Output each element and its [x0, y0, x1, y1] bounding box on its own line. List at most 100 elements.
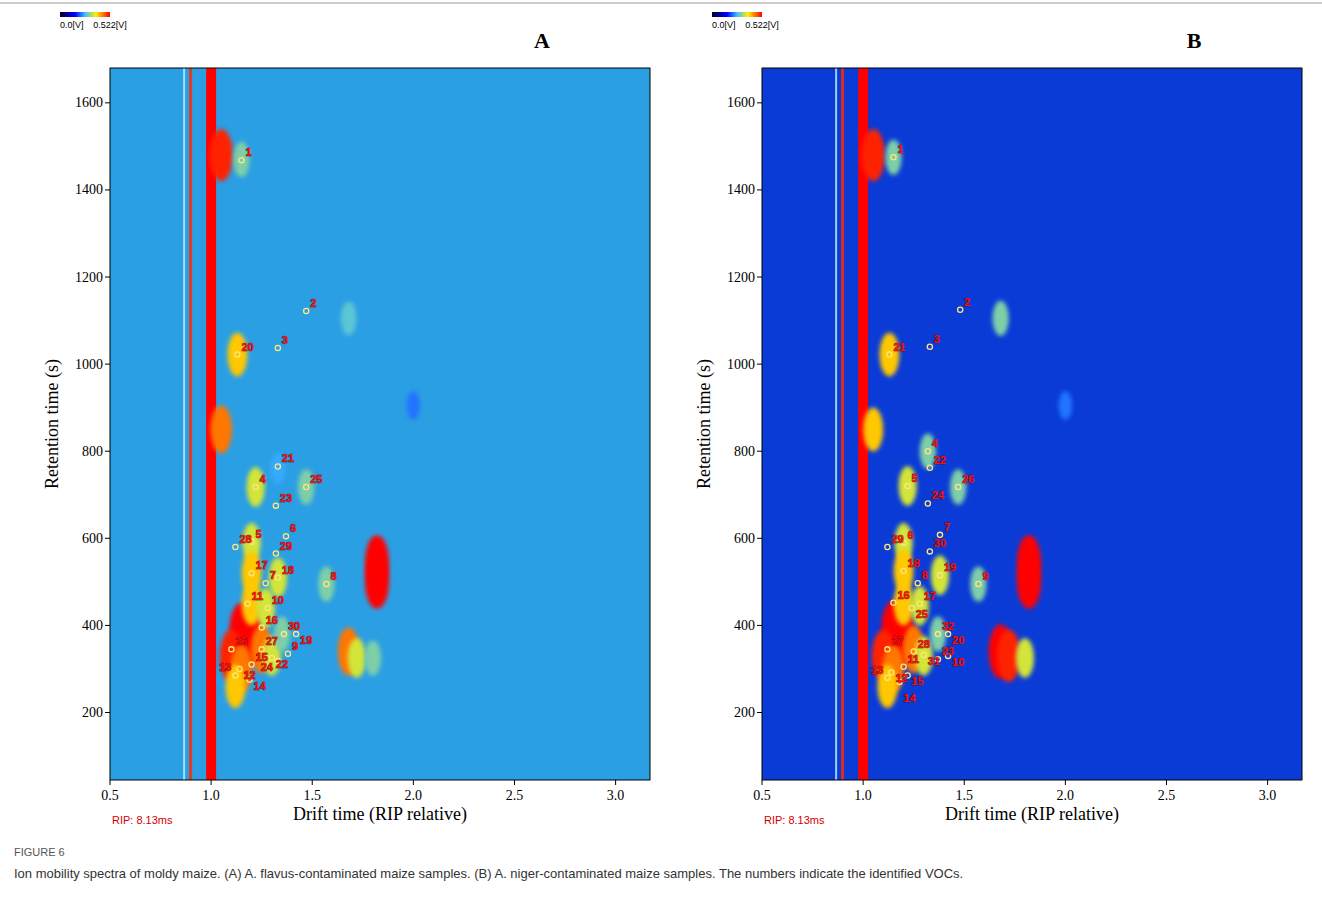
peak-label: 24	[932, 489, 945, 501]
peak-marker	[283, 534, 288, 539]
x-tick-label: 0.5	[101, 788, 119, 803]
rip-shoulder	[189, 68, 192, 780]
peak-label: 9	[982, 570, 988, 582]
y-tick-label: 1200	[75, 270, 103, 285]
signal-spot	[992, 301, 1008, 336]
peak-label: 4	[260, 473, 267, 485]
y-tick	[105, 102, 110, 103]
y-axis-title: Retention time (s)	[42, 359, 63, 489]
y-tick-label: 600	[734, 531, 755, 546]
peak-marker	[901, 664, 906, 669]
signal-spot	[1059, 391, 1073, 420]
y-tick-label: 1200	[727, 270, 755, 285]
peak-label: 11	[252, 590, 264, 602]
peak-label: 2	[964, 296, 970, 308]
peak-label: 7	[270, 569, 276, 581]
signal-spot	[407, 391, 421, 420]
rip-shoulder	[841, 68, 844, 780]
peak-marker	[281, 632, 286, 637]
peak-marker	[956, 484, 961, 489]
peak-label: 3	[282, 334, 288, 346]
peak-marker	[891, 600, 896, 605]
plot-frame	[762, 68, 1302, 780]
peak-marker	[233, 544, 238, 549]
peak-marker	[901, 568, 906, 573]
y-tick	[105, 364, 110, 365]
signal-spot	[210, 405, 232, 453]
signal-spot	[1016, 638, 1034, 678]
peak-marker	[921, 652, 926, 657]
peak-label: 13	[219, 661, 231, 673]
peak-label: 27	[891, 635, 903, 647]
peak-label: 19	[944, 561, 956, 573]
peak-label: 9	[292, 640, 298, 652]
peak-marker	[285, 651, 290, 656]
annotation: RIP: 8.13ms	[112, 814, 173, 826]
colorbar-label: 0.522[V]	[93, 20, 127, 30]
rip-edge	[183, 68, 185, 780]
plot-area	[762, 68, 1302, 780]
peak-marker	[927, 465, 932, 470]
peak-label: 3	[934, 333, 940, 345]
peak-marker	[249, 662, 254, 667]
peak-label: 10	[272, 594, 284, 606]
peak-label: 10	[952, 656, 964, 668]
x-axis-title: Drift time (RIP relative)	[945, 804, 1119, 825]
peak-label: 20	[241, 341, 253, 353]
peak-label: 15	[912, 675, 924, 687]
x-tick-label: 1.0	[854, 788, 872, 803]
peak-label: 31	[928, 655, 940, 667]
peak-label: 7	[944, 521, 950, 533]
peak-labels: 1232021425236528291718781110163019262792…	[219, 146, 336, 692]
peak-label: 26	[962, 473, 974, 485]
y-tick	[757, 364, 762, 365]
peak-label: 29	[891, 533, 903, 545]
top-rule	[0, 3, 1322, 4]
peak-label: 13	[871, 664, 883, 676]
y-tick-label: 1400	[75, 182, 103, 197]
peak-marker	[293, 632, 298, 637]
peak-marker	[304, 484, 309, 489]
peak-marker	[958, 307, 963, 312]
y-tick-label: 600	[82, 531, 103, 546]
y-tick	[757, 451, 762, 452]
peak-marker	[265, 605, 270, 610]
peak-marker	[239, 158, 244, 163]
x-tick	[1166, 780, 1167, 785]
peak-label: 19	[300, 634, 312, 646]
peak-label: 1	[245, 146, 251, 158]
peak-label: 1	[897, 143, 903, 155]
peak-label: 17	[924, 590, 936, 602]
peak-marker	[925, 449, 930, 454]
y-tick-label: 200	[734, 705, 755, 720]
panel-title: B	[1187, 28, 1202, 53]
colorbar-label: 0.0[V]	[712, 20, 736, 30]
peak-label: 11	[908, 653, 920, 665]
y-tick	[757, 712, 762, 713]
x-tick	[110, 780, 111, 785]
figure: 0.51.01.52.02.53.02004006008001000120014…	[0, 0, 1322, 920]
x-tick-label: 3.0	[607, 788, 625, 803]
peak-label: 29	[280, 540, 292, 552]
peak-marker	[245, 601, 250, 606]
peak-marker	[237, 666, 242, 671]
peak-label: 2	[310, 297, 316, 309]
peak-marker	[927, 344, 932, 349]
colorbar	[60, 12, 110, 17]
x-tick-label: 3.0	[1259, 788, 1277, 803]
y-tick	[105, 538, 110, 539]
peak-label: 6	[908, 529, 914, 541]
signal-spot	[863, 408, 883, 452]
peak-label: 18	[282, 564, 294, 576]
x-tick	[211, 780, 212, 785]
x-tick	[413, 780, 414, 785]
plot-background	[110, 68, 650, 780]
x-tick-label: 0.5	[753, 788, 771, 803]
peak-marker	[304, 308, 309, 313]
x-tick	[615, 780, 616, 785]
peak-marker	[925, 501, 930, 506]
x-tick-label: 1.5	[955, 788, 973, 803]
signal-spot	[348, 638, 366, 678]
signal-spot	[365, 640, 381, 675]
x-tick	[964, 780, 965, 785]
